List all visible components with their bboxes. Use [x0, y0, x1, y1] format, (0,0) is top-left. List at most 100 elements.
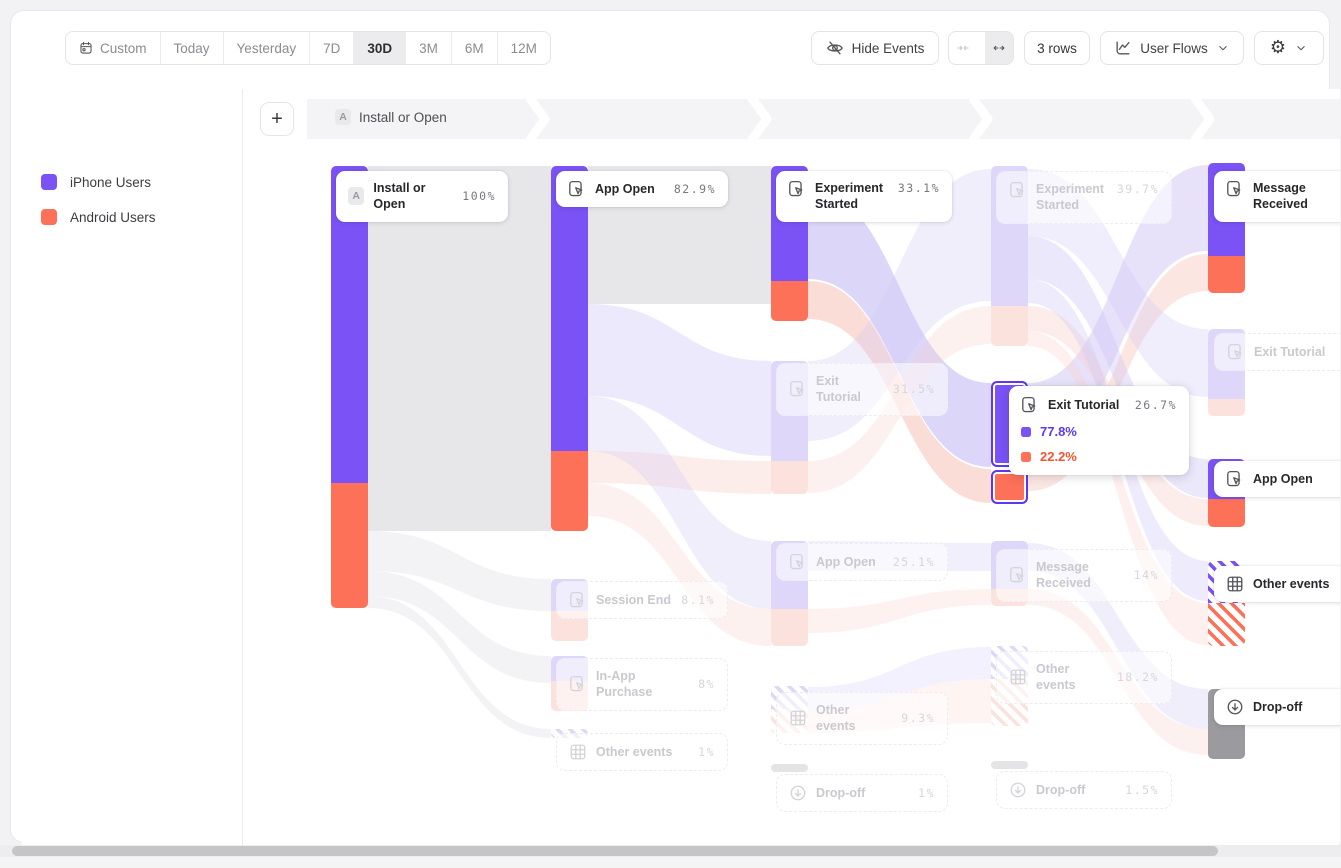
bar-exit-tutorial-hovered-orange[interactable] — [991, 470, 1028, 504]
node-card-message-received[interactable]: Message Received — [1214, 171, 1340, 222]
tooltip-android-breakdown: 22.2% — [1021, 449, 1177, 464]
node-label: Other events — [596, 744, 673, 759]
step-chevron-icon — [748, 99, 772, 139]
event-a-badge: A — [335, 109, 351, 125]
node-card-drop-off[interactable]: Drop-off 1.5% — [996, 771, 1172, 809]
breakdown-percent: 77.8% — [1040, 424, 1077, 439]
node-label: Message Received — [1253, 181, 1308, 212]
breadcrumb-label: Install or Open — [359, 109, 447, 125]
cursor-click-icon — [1009, 566, 1027, 584]
page-bottom-gap — [0, 857, 1341, 868]
node-percent: 26.7% — [1134, 398, 1177, 412]
step-breadcrumb[interactable]: A Install or Open — [335, 109, 447, 125]
hide-events-button[interactable]: Hide Events — [811, 31, 939, 65]
node-card-other-events[interactable]: Other events 1% — [556, 733, 728, 771]
node-label: Experiment Started — [1036, 182, 1105, 213]
iphone-users-swatch — [1021, 426, 1031, 437]
node-percent: 1% — [918, 786, 935, 800]
toolbar: Custom Today Yesterday 7D 30D 3M 6M 12M … — [11, 11, 1329, 79]
node-card-other-events[interactable]: Other events — [1214, 566, 1340, 602]
node-card-drop-off[interactable]: Drop-off — [1214, 689, 1340, 725]
node-card-other-events[interactable]: Other events 18.2% — [996, 651, 1172, 704]
bar-drop-off[interactable] — [771, 764, 808, 772]
node-card-in-app-purchase[interactable]: In-App Purchase 8% — [556, 658, 728, 711]
chevron-down-icon — [1294, 41, 1308, 55]
expand-columns-button[interactable] — [985, 32, 1013, 64]
node-label: Install or Open — [373, 181, 426, 212]
cursor-click-icon — [1009, 181, 1027, 199]
step-chevron-icon — [526, 99, 550, 139]
date-range-custom[interactable]: Custom — [66, 32, 161, 64]
settings-dropdown[interactable]: ⚙ — [1254, 31, 1324, 65]
cursor-click-icon — [1227, 343, 1245, 361]
date-range-12m[interactable]: 12M — [498, 32, 550, 64]
legend-item-android-users[interactable]: Android Users — [41, 209, 156, 225]
node-card-experiment-started[interactable]: Experiment Started 39.7% — [996, 171, 1172, 224]
view-type-label: User Flows — [1140, 40, 1208, 56]
main-card: Custom Today Yesterday 7D 30D 3M 6M 12M … — [10, 10, 1340, 854]
android-users-swatch — [41, 209, 57, 225]
cursor-click-icon — [789, 553, 807, 571]
node-card-session-end[interactable]: Session End 8.1% — [556, 581, 728, 619]
node-card-app-open[interactable]: App Open 82.9% — [556, 171, 728, 207]
chevron-down-icon — [1216, 41, 1230, 55]
date-range-label: 6M — [464, 40, 484, 56]
node-card-exit-tutorial[interactable]: Exit Tutorial — [1214, 333, 1340, 371]
node-percent: 14% — [1133, 568, 1159, 583]
drop-off-icon — [1226, 698, 1244, 716]
date-range-30d[interactable]: 30D — [354, 32, 407, 64]
node-label: Session End — [596, 592, 672, 607]
node-percent: 100% — [462, 189, 496, 204]
node-percent: 82.9% — [673, 182, 716, 196]
node-card-app-open[interactable]: App Open 25.1% — [776, 543, 948, 581]
node-card-message-received[interactable]: Message Received 14% — [996, 549, 1172, 602]
node-percent: 18.2% — [1116, 670, 1159, 685]
date-range-3m[interactable]: 3M — [406, 32, 452, 64]
date-range-label: Today — [173, 40, 210, 56]
calendar-icon — [79, 41, 93, 55]
node-label: Drop-off — [816, 785, 866, 800]
node-card-other-events[interactable]: Other events 9.3% — [776, 692, 948, 745]
collapse-columns-button[interactable] — [949, 32, 977, 64]
spacing-toggle — [948, 31, 1014, 65]
date-range-6m[interactable]: 6M — [452, 32, 498, 64]
horizontal-scrollbar-thumb[interactable] — [12, 846, 1218, 856]
bar-app-open[interactable] — [551, 166, 588, 531]
cursor-click-icon — [569, 591, 587, 609]
rows-button[interactable]: 3 rows — [1024, 31, 1090, 65]
node-card-drop-off[interactable]: Drop-off 1% — [776, 774, 948, 812]
node-percent: 39.7% — [1116, 182, 1159, 196]
node-card-app-open[interactable]: App Open — [1214, 461, 1340, 497]
node-percent: 25.1% — [892, 555, 935, 569]
node-label: App Open — [816, 554, 876, 569]
node-percent: 9.3% — [901, 711, 935, 726]
date-range-label: Yesterday — [236, 40, 297, 56]
node-card-experiment-started[interactable]: Experiment Started 33.1% — [776, 171, 952, 222]
add-step-button[interactable]: + — [260, 102, 294, 136]
cursor-click-icon — [568, 180, 586, 198]
drop-off-icon — [1009, 781, 1027, 799]
grid-icon — [1009, 668, 1027, 686]
node-tooltip-exit-tutorial: Exit Tutorial 26.7% 77.8% 22.2% — [1009, 386, 1189, 475]
node-label: Exit Tutorial — [1254, 344, 1326, 359]
grid-icon — [1226, 575, 1244, 593]
node-card-install-or-open[interactable]: A Install or Open 100% — [336, 171, 508, 222]
date-range-yesterday[interactable]: Yesterday — [224, 32, 311, 64]
drop-off-icon — [789, 784, 807, 802]
date-range-7d[interactable]: 7D — [310, 32, 355, 64]
bar-drop-off[interactable] — [991, 761, 1028, 769]
legend-label: Android Users — [70, 209, 156, 225]
view-type-dropdown[interactable]: User Flows — [1100, 31, 1244, 65]
node-card-exit-tutorial[interactable]: Exit Tutorial 31.5% — [776, 363, 948, 416]
bar-install-or-open[interactable] — [331, 166, 368, 608]
sankey-canvas: A Install or Open + — [243, 89, 1340, 853]
legend-item-iphone-users[interactable]: iPhone Users — [41, 174, 151, 190]
step-header-strip: A Install or Open — [307, 99, 1340, 139]
breakdown-percent: 22.2% — [1040, 449, 1077, 464]
date-range-label: Custom — [100, 40, 147, 56]
date-range-today[interactable]: Today — [161, 32, 224, 64]
node-label: Drop-off — [1253, 699, 1303, 714]
segment-legend-sidebar: iPhone Users Android Users — [21, 89, 243, 854]
tooltip-header: Exit Tutorial 26.7% — [1021, 396, 1177, 414]
